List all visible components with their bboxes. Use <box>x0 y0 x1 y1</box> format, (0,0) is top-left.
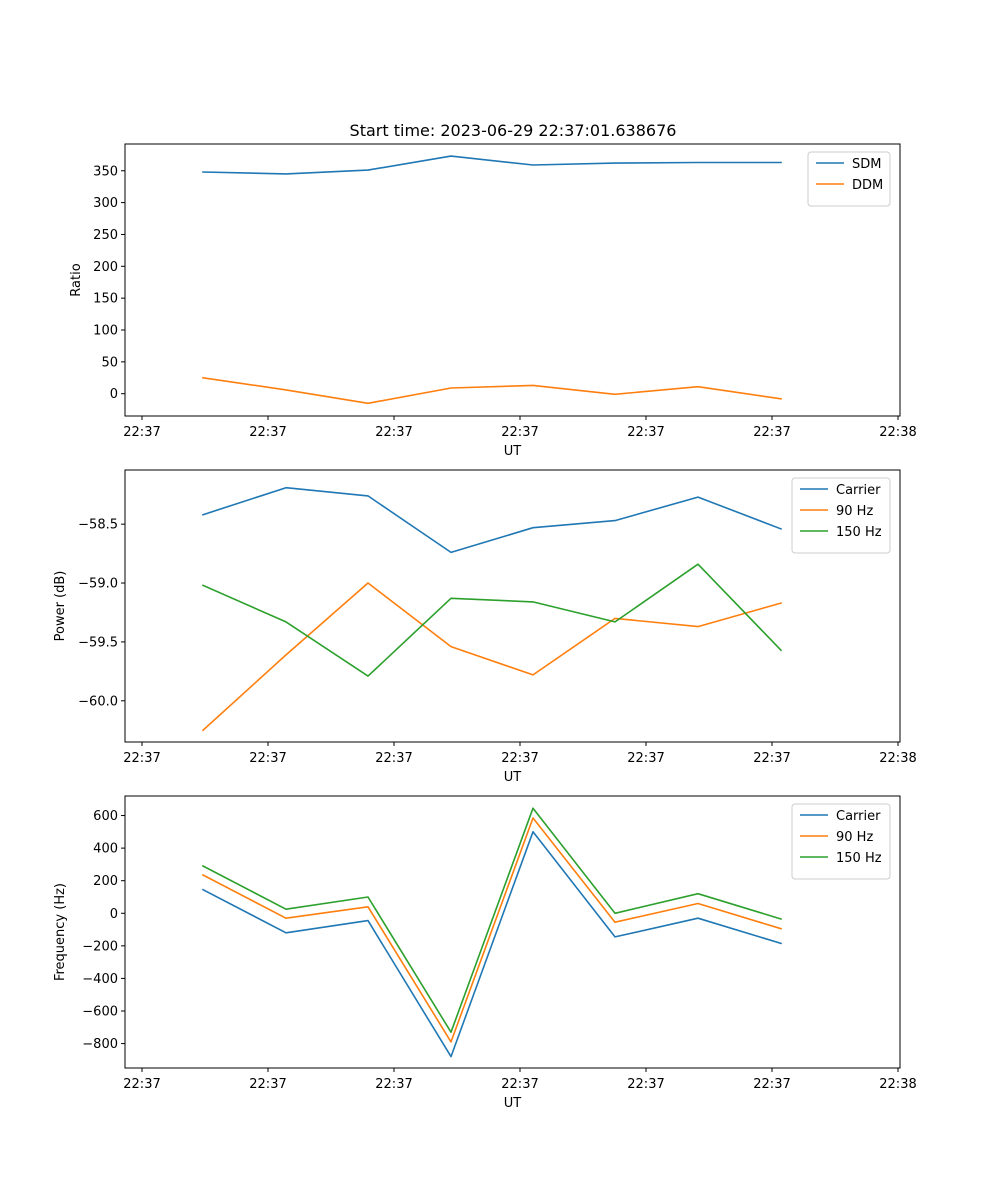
y-tick-label: −600 <box>82 1004 118 1019</box>
y-axis-label: Ratio <box>69 263 84 296</box>
axes-frame <box>124 143 901 417</box>
x-tick-label: 22:37 <box>249 751 286 766</box>
y-tick-label: 0 <box>110 907 118 922</box>
axes-frame <box>124 795 901 1069</box>
x-tick-label: 22:37 <box>501 751 538 766</box>
x-tick-label: 22:38 <box>879 751 916 766</box>
y-tick-label: −400 <box>82 972 118 987</box>
x-tick-label: 22:38 <box>879 1077 916 1092</box>
x-tick-label: 22:37 <box>753 425 790 440</box>
x-tick-label: 22:38 <box>879 425 916 440</box>
series-line-3 <box>201 807 782 1033</box>
x-tick-label: 22:37 <box>249 425 286 440</box>
legend-label: 150 Hz <box>836 525 882 540</box>
y-tick-label: 200 <box>93 260 118 275</box>
chart-title: Start time: 2023-06-29 22:37:01.638676 <box>350 121 677 140</box>
legend: Carrier 90 Hz 150 Hz <box>791 477 891 554</box>
x-tick-label: 22:37 <box>501 425 538 440</box>
y-tick-label: 350 <box>93 164 118 179</box>
legend-box <box>807 151 891 207</box>
panel-3: −800 −600 −400 −200 0 200 400 600 22:37 22:37 22:3… <box>53 795 917 1111</box>
x-tick-label: 22:37 <box>249 1077 286 1092</box>
y-tick-label: 0 <box>110 387 118 402</box>
legend-box <box>791 803 891 880</box>
x-axis-label: UT <box>504 770 522 785</box>
series-line-1 <box>202 155 782 175</box>
panel-1: 0 50 100 150 200 250 300 350 22:37 22:37 22:37 22:3… <box>69 143 917 459</box>
y-tick-label: −60.0 <box>78 694 118 709</box>
legend: SDM DDM <box>807 151 891 207</box>
y-tick-label: 200 <box>93 874 118 889</box>
y-tick-label: 250 <box>93 228 118 243</box>
y-tick-label: 300 <box>93 196 118 211</box>
series-line-2 <box>202 376 782 405</box>
x-tick-label: 22:37 <box>123 751 160 766</box>
x-tick-label: 22:37 <box>753 751 790 766</box>
series-line-3 <box>201 563 783 677</box>
legend-label: 150 Hz <box>836 851 882 866</box>
x-tick-label: 22:37 <box>123 425 160 440</box>
series-line-1 <box>201 486 783 554</box>
y-tick-label: −58.5 <box>78 518 118 533</box>
x-tick-label: 22:37 <box>375 751 412 766</box>
x-axis-label: UT <box>504 444 522 459</box>
legend-label: DDM <box>852 178 883 193</box>
x-tick-label: 22:37 <box>753 1077 790 1092</box>
legend-label: Carrier <box>836 809 881 824</box>
axes-frame <box>124 469 901 743</box>
y-tick-label: 600 <box>93 809 118 824</box>
y-tick-label: −59.5 <box>78 635 118 650</box>
y-axis-label: Power (dB) <box>53 571 68 642</box>
panel-2: −60.0 −59.5 −59.0 −58.5 22:37 22:37 22:37 22:37… <box>53 469 917 785</box>
y-tick-label: 50 <box>101 355 118 370</box>
legend-label: 90 Hz <box>836 830 873 845</box>
x-tick-label: 22:37 <box>501 1077 538 1092</box>
y-tick-label: 100 <box>93 324 118 339</box>
legend-box <box>791 477 891 554</box>
legend-label: 90 Hz <box>836 504 873 519</box>
y-tick-label: −200 <box>82 939 118 954</box>
series-line-1 <box>201 830 782 1058</box>
x-tick-label: 22:37 <box>123 1077 160 1092</box>
x-tick-label: 22:37 <box>627 1077 664 1092</box>
x-axis-label: UT <box>504 1096 522 1111</box>
series-line-2 <box>201 582 782 732</box>
series-line-2 <box>201 817 782 1043</box>
y-tick-label: 400 <box>93 842 118 857</box>
x-tick-label: 22:37 <box>375 425 412 440</box>
legend: Carrier 90 Hz 150 Hz <box>791 803 891 880</box>
chart-panels: 0 50 100 150 200 250 300 350 22:37 22:37 22:37 22:3… <box>53 143 917 1111</box>
y-tick-label: −59.0 <box>78 577 118 592</box>
y-tick-label: −800 <box>82 1037 118 1052</box>
x-tick-label: 22:37 <box>627 751 664 766</box>
legend-label: Carrier <box>836 483 881 498</box>
x-tick-label: 22:37 <box>375 1077 412 1092</box>
x-tick-label: 22:37 <box>627 425 664 440</box>
y-axis-label: Frequency (Hz) <box>53 883 68 981</box>
y-tick-label: 150 <box>93 292 118 307</box>
legend-label: SDM <box>852 157 881 172</box>
